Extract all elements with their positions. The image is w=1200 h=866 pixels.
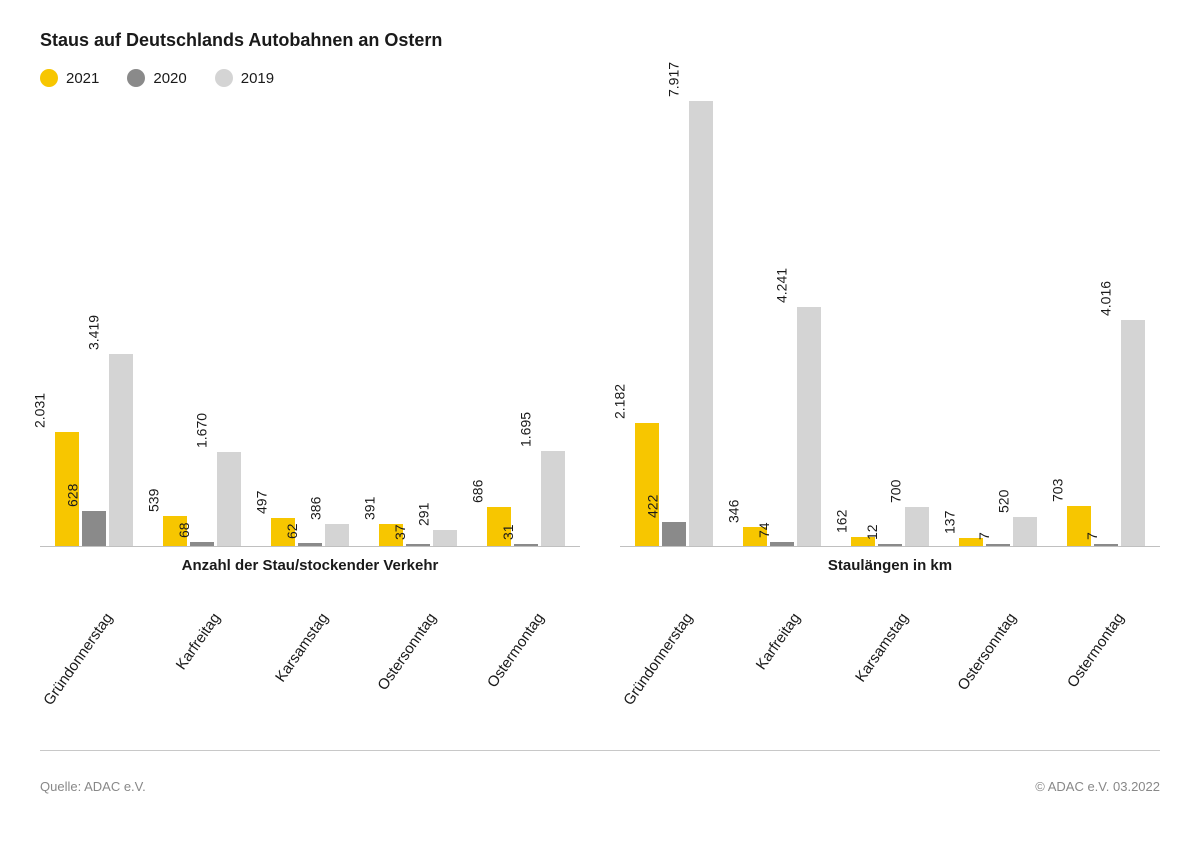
category-label: Karfreitag (173, 610, 224, 673)
category-label: Ostersonntag (374, 610, 440, 694)
bar-value-label: 7 (976, 532, 992, 544)
bar-value-label: 4.016 (1097, 281, 1113, 320)
chart-left: 2.0316283.419539681.67049762386391372916… (40, 97, 580, 740)
bar-2020: 31 (514, 544, 538, 546)
chart-right: 2.1824227.917346744.24116212700137752070… (620, 97, 1160, 740)
footer: Quelle: ADAC e.V. © ADAC e.V. 03.2022 (40, 751, 1160, 794)
bar-value-label: 700 (887, 479, 903, 506)
bar-value-label: 4.241 (773, 268, 789, 307)
bar-2019: 291 (433, 530, 457, 546)
bar-value-label: 7 (1084, 532, 1100, 544)
category-label: Gründonnerstag (620, 610, 696, 709)
bar-2020: 422 (662, 522, 686, 546)
category-label: Karsamstag (272, 610, 332, 685)
bar-group: 70374.016 (1067, 320, 1145, 546)
bar-value-label: 3.419 (85, 315, 101, 354)
bar-group: 39137291 (379, 524, 457, 546)
bar-value-label: 628 (64, 483, 80, 510)
bar-2019: 1.695 (541, 451, 565, 546)
bar-2019: 4.241 (797, 307, 821, 546)
legend-label: 2020 (153, 70, 186, 87)
bar-value-label: 520 (995, 489, 1011, 516)
bar-2021: 2.182 (635, 423, 659, 546)
bar-value-label: 7.917 (665, 62, 681, 101)
bar-2019: 700 (905, 507, 929, 546)
bar-2020: 62 (298, 543, 322, 546)
bar-value-label: 137 (941, 511, 957, 538)
legend-label: 2021 (66, 70, 99, 87)
legend-label: 2019 (241, 70, 274, 87)
bar-value-label: 422 (644, 495, 660, 522)
bar-value-label: 686 (469, 480, 485, 507)
bar-group: 2.0316283.419 (55, 354, 133, 546)
bar-2020: 12 (878, 544, 902, 546)
legend-item-2020: 2020 (127, 69, 186, 87)
bar-group: 16212700 (851, 507, 929, 546)
bar-value-label: 31 (500, 524, 516, 544)
bar-value-label: 1.670 (193, 413, 209, 452)
bar-value-label: 37 (392, 524, 408, 544)
bar-value-label: 68 (176, 523, 192, 543)
chart-title: Staus auf Deutschlands Autobahnen an Ost… (40, 30, 1160, 51)
category-label: Ostersonntag (954, 610, 1020, 694)
bar-value-label: 386 (307, 497, 323, 524)
category-label: Karsamstag (852, 610, 912, 685)
bar-value-label: 291 (415, 502, 431, 529)
bar-2020: 68 (190, 542, 214, 546)
bar-2019: 7.917 (689, 101, 713, 546)
bar-group: 1377520 (959, 517, 1037, 546)
bar-group: 539681.670 (163, 452, 241, 546)
x-labels-left: Gründonnerstag Karfreitag Karsamstag Osters… (40, 580, 580, 740)
bar-group: 2.1824227.917 (635, 101, 713, 546)
category-label: Karfreitag (753, 610, 804, 673)
footer-source: Quelle: ADAC e.V. (40, 779, 146, 794)
legend-swatch-2020 (127, 69, 145, 87)
bar-value-label: 391 (361, 497, 377, 524)
category-label: Ostermontag (1064, 610, 1128, 691)
bar-2020: 7 (1094, 544, 1118, 546)
charts-row: 2.0316283.419539681.67049762386391372916… (40, 97, 1160, 740)
bar-value-label: 74 (756, 522, 772, 542)
bar-2019: 3.419 (109, 354, 133, 546)
bar-value-label: 346 (725, 499, 741, 526)
bar-group: 346744.241 (743, 307, 821, 546)
legend-item-2019: 2019 (215, 69, 274, 87)
bar-value-label: 539 (145, 488, 161, 515)
bar-2020: 37 (406, 544, 430, 546)
footer-copyright: © ADAC e.V. 03.2022 (1035, 779, 1160, 794)
category-label: Gründonnerstag (40, 610, 116, 709)
legend-item-2021: 2021 (40, 69, 99, 87)
bar-2020: 628 (82, 511, 106, 546)
x-labels-right: Gründonnerstag Karfreitag Karsamstag Osters… (620, 580, 1160, 740)
bar-group: 49762386 (271, 518, 349, 546)
bar-value-label: 2.182 (611, 384, 627, 423)
bar-value-label: 497 (253, 491, 269, 518)
legend: 2021 2020 2019 (40, 69, 1160, 87)
bar-2020: 7 (986, 544, 1010, 546)
bar-value-label: 2.031 (31, 393, 47, 432)
legend-swatch-2021 (40, 69, 58, 87)
bar-value-label: 703 (1049, 479, 1065, 506)
bar-group: 686311.695 (487, 451, 565, 546)
bar-2019: 386 (325, 524, 349, 546)
legend-swatch-2019 (215, 69, 233, 87)
plot-area-left: 2.0316283.419539681.67049762386391372916… (40, 97, 580, 547)
bar-2019: 4.016 (1121, 320, 1145, 546)
plot-area-right: 2.1824227.917346744.24116212700137752070… (620, 97, 1160, 547)
bar-value-label: 62 (284, 523, 300, 543)
category-label: Ostermontag (484, 610, 548, 691)
axis-title-left: Anzahl der Stau/stockender Verkehr (40, 557, 580, 574)
axis-title-right: Staulängen in km (620, 557, 1160, 574)
bar-value-label: 1.695 (517, 412, 533, 451)
bar-2019: 520 (1013, 517, 1037, 546)
bar-2020: 74 (770, 542, 794, 546)
bar-value-label: 162 (833, 510, 849, 537)
bar-value-label: 12 (864, 524, 880, 544)
bar-2019: 1.670 (217, 452, 241, 546)
